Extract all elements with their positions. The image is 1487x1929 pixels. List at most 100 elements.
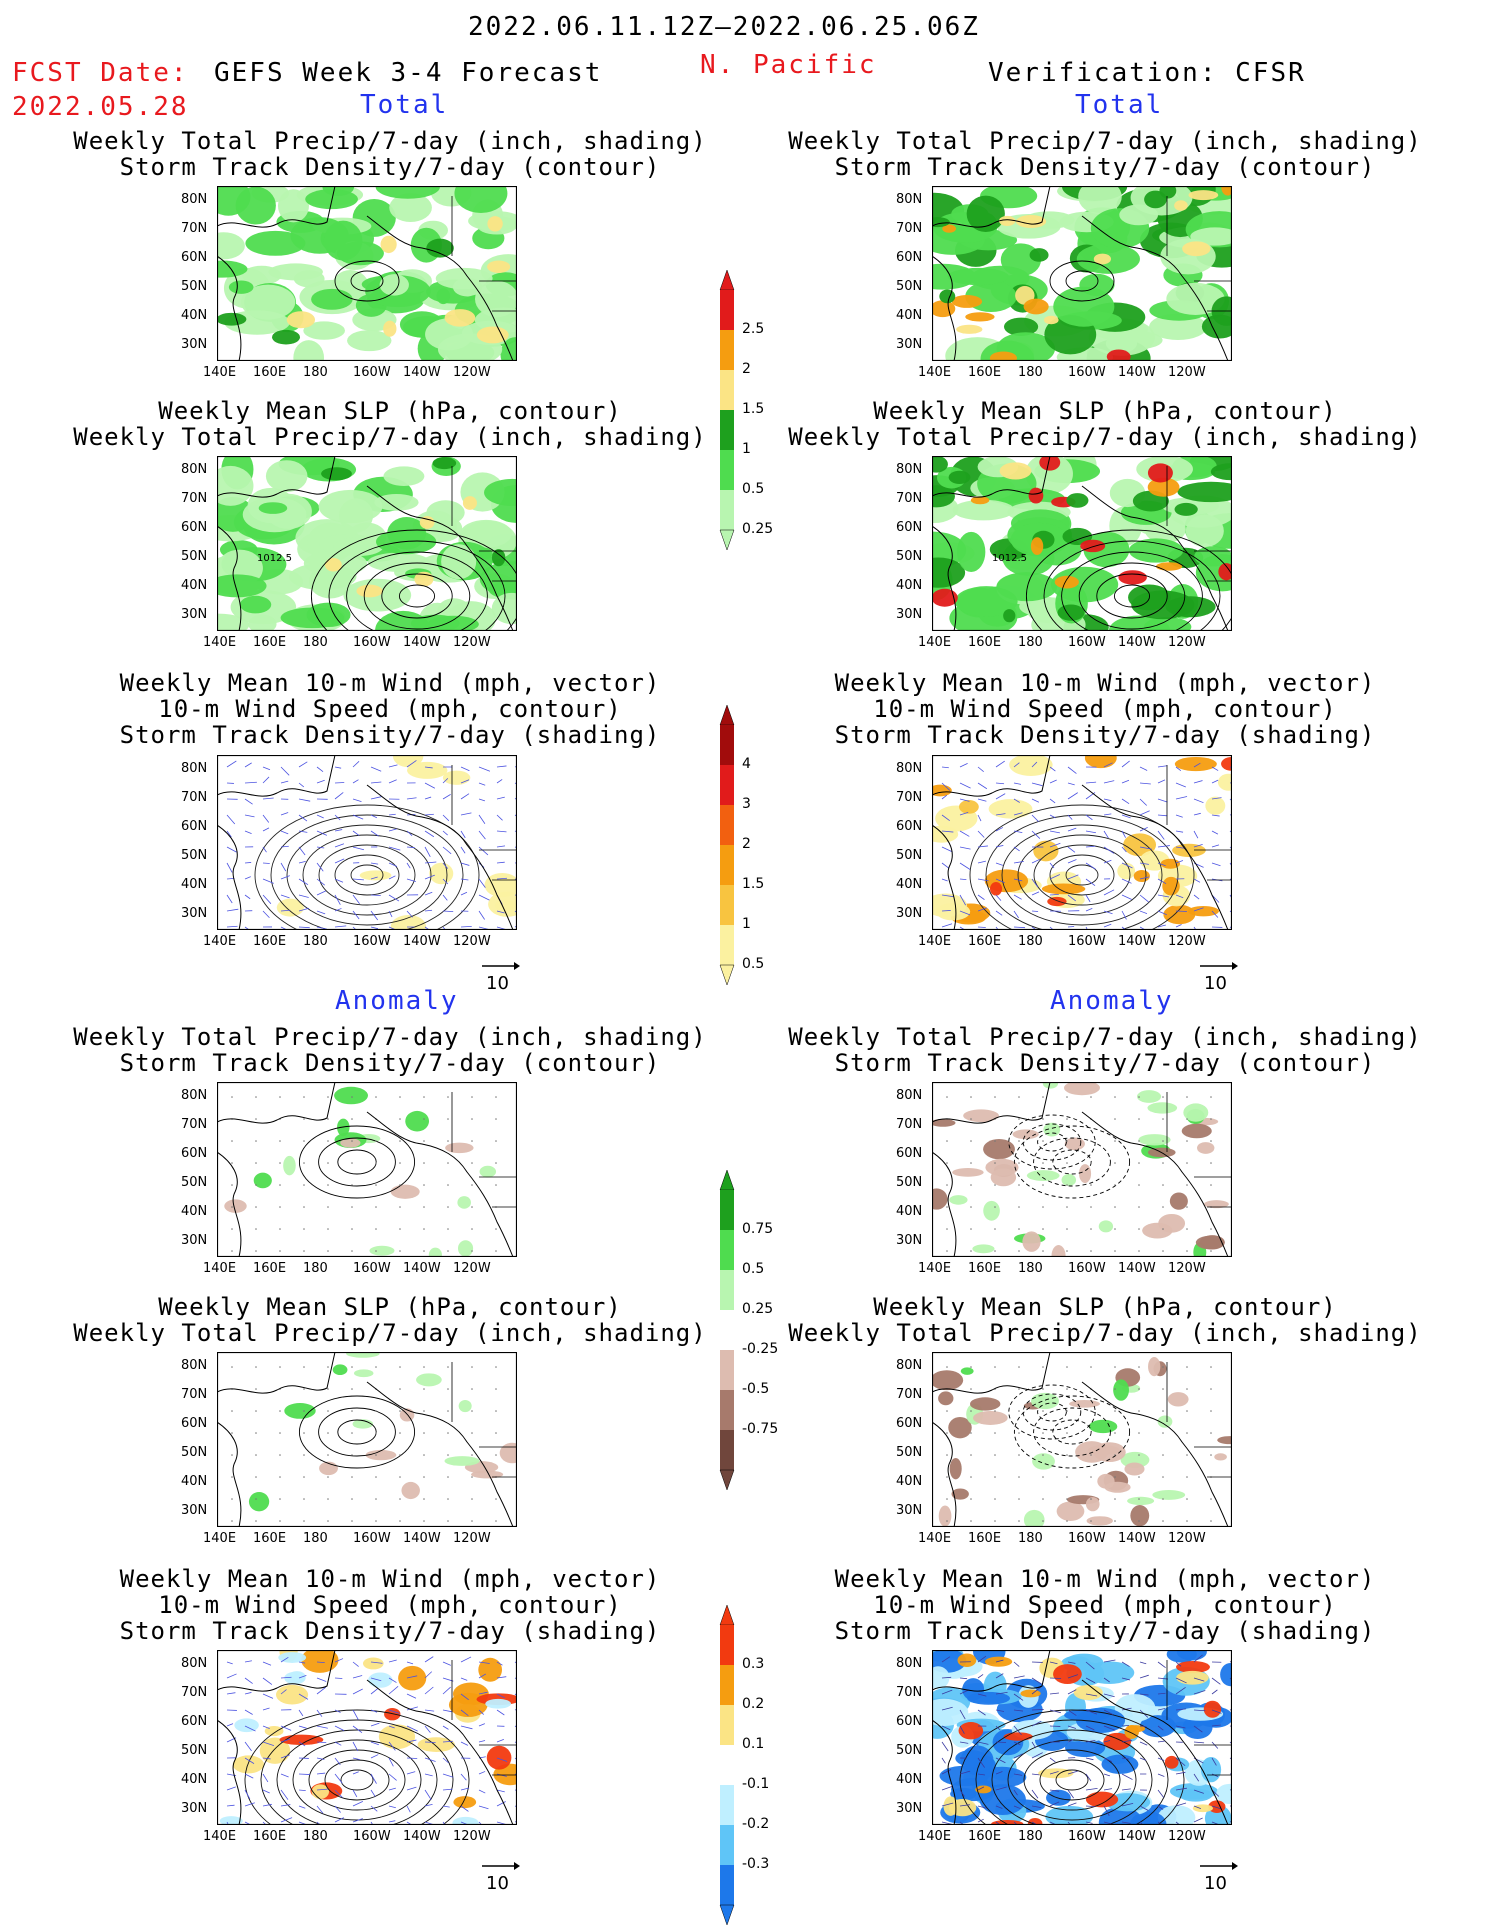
section-anomaly-left: Anomaly <box>335 986 459 1016</box>
grid-dot <box>1138 1454 1140 1456</box>
grid-dot <box>351 1162 353 1164</box>
lon-tick-label: 180 <box>1018 934 1043 949</box>
colorbar-segment <box>720 1190 734 1230</box>
colorbar-segment <box>720 845 734 885</box>
shading-cell <box>445 309 476 327</box>
title-l-total-precip: Weekly Total Precip/7-day (inch, shading… <box>60 128 720 180</box>
section-anomaly-right: Anomaly <box>1050 986 1174 1016</box>
shading-cell <box>989 799 1033 819</box>
grid-dot <box>279 1228 281 1230</box>
map-plot <box>932 1650 1232 1825</box>
title-r-anom-slp: Weekly Mean SLP (hPa, contour)Weekly Tot… <box>775 1294 1435 1346</box>
lat-tick-label: 40N <box>181 877 207 892</box>
grid-dot <box>495 1520 497 1522</box>
grid-dot <box>351 1206 353 1208</box>
lat-tick-label: 60N <box>181 1146 207 1161</box>
grid-dot <box>1138 1250 1140 1252</box>
grid-dot <box>303 1140 305 1142</box>
grid-dot <box>279 1206 281 1208</box>
shading-cell <box>407 762 447 779</box>
grid-dot <box>1138 1118 1140 1120</box>
shading-cell <box>441 544 476 579</box>
colorbar-segment <box>720 450 734 490</box>
grid-dot <box>351 1140 353 1142</box>
grid-dot <box>327 1388 329 1390</box>
colorbar-segment <box>720 885 734 925</box>
lat-tick-label: 40N <box>896 1772 922 1787</box>
section-total-right: Total <box>1075 90 1163 120</box>
colorbar-end-triangle <box>720 705 734 725</box>
colorbar-label: -0.25 <box>742 1341 778 1357</box>
grid-dot <box>1066 1498 1068 1500</box>
map-plot <box>932 1352 1232 1527</box>
grid-dot <box>375 1498 377 1500</box>
shading-cell <box>1069 1400 1100 1408</box>
grid-dot <box>1066 1520 1068 1522</box>
colorbar-segment <box>720 330 734 370</box>
grid-dot <box>303 1454 305 1456</box>
lon-tick-label: 120W <box>453 934 491 949</box>
shading-cell <box>272 330 300 345</box>
shading-cell <box>381 236 397 253</box>
shading-cell <box>1057 1501 1085 1521</box>
grid-dot <box>279 1432 281 1434</box>
grid-dot <box>495 1250 497 1252</box>
lat-tick-label: 30N <box>181 1801 207 1816</box>
grid-dot <box>1138 1498 1140 1500</box>
lat-tick-label: 50N <box>181 1743 207 1758</box>
grid-dot <box>399 1520 401 1522</box>
grid-dot <box>1090 1096 1092 1098</box>
lat-tick-label: 40N <box>896 877 922 892</box>
grid-dot <box>1186 1388 1188 1390</box>
grid-dot <box>471 1206 473 1208</box>
vector-ref-l-total: 10 <box>480 958 520 994</box>
lon-tick-label: 140W <box>1118 365 1156 380</box>
grid-dot <box>351 1388 353 1390</box>
grid-dot <box>1114 1228 1116 1230</box>
grid-dot <box>255 1162 257 1164</box>
grid-dot <box>231 1366 233 1368</box>
grid-dot <box>1018 1454 1020 1456</box>
shading-cell <box>956 325 982 334</box>
lat-tick-label: 80N <box>896 192 922 207</box>
grid-dot <box>327 1366 329 1368</box>
grid-dot <box>303 1366 305 1368</box>
grid-dot <box>1138 1096 1140 1098</box>
grid-dot <box>946 1520 948 1522</box>
shading-cell <box>240 596 271 614</box>
shading-cell <box>1148 1357 1160 1376</box>
vector-ref-label: 10 <box>1204 1873 1238 1894</box>
grid-dot <box>994 1140 996 1142</box>
grid-dot <box>1186 1206 1188 1208</box>
grid-dot <box>1018 1228 1020 1230</box>
grid-dot <box>327 1250 329 1252</box>
lon-tick-label: 120W <box>1168 365 1206 380</box>
grid-dot <box>1162 1118 1164 1120</box>
vector-ref-r-total: 10 <box>1198 958 1238 994</box>
lat-tick-label: 60N <box>896 819 922 834</box>
shading-cell <box>401 1482 419 1499</box>
grid-dot <box>351 1096 353 1098</box>
vector-ref-label: 10 <box>486 1873 520 1894</box>
lon-tick-label: 140W <box>1118 1261 1156 1276</box>
colorbar-label: 4 <box>742 756 751 772</box>
lon-tick-label: 140W <box>403 1829 441 1844</box>
shading-cell <box>443 771 470 785</box>
colorbar-segment <box>720 410 734 450</box>
colorbar-segment <box>720 725 734 765</box>
grid-dot <box>1114 1520 1116 1522</box>
lon-tick-label: 140E <box>918 1531 951 1546</box>
shading-cell <box>952 295 982 308</box>
grid-dot <box>1018 1206 1020 1208</box>
colorbar-graphic <box>718 1605 744 1925</box>
grid-dot <box>303 1432 305 1434</box>
colorbar-label: 1.5 <box>742 401 764 417</box>
shading-cell <box>1086 1497 1100 1511</box>
grid-dot <box>327 1520 329 1522</box>
grid-dot <box>279 1454 281 1456</box>
grid-dot <box>375 1432 377 1434</box>
lon-tick-label: 140E <box>203 635 236 650</box>
